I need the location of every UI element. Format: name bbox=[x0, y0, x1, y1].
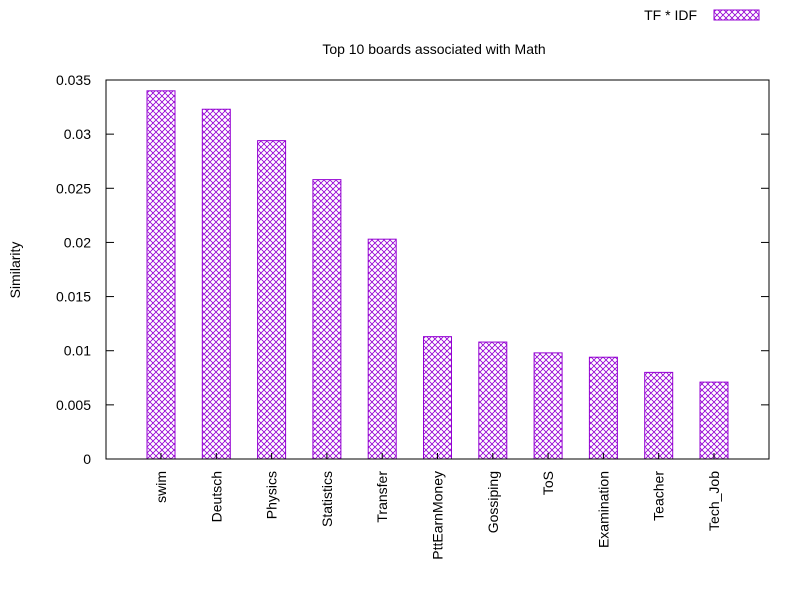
bar-tech-job bbox=[699, 381, 729, 460]
y-tick-label: 0.025 bbox=[56, 180, 91, 196]
y-tick-label: 0.03 bbox=[64, 126, 91, 142]
x-tick-label: Tech_Job bbox=[706, 471, 722, 531]
x-tick-label: Examination bbox=[595, 471, 611, 548]
bar-teacher bbox=[644, 371, 674, 460]
y-tick-label: 0.015 bbox=[56, 289, 91, 305]
legend-swatch bbox=[713, 9, 760, 21]
x-tick-label: PttEarnMoney bbox=[430, 471, 446, 560]
x-tick-label: Gossiping bbox=[485, 471, 501, 533]
y-axis-ticks: 0 0.005 0.01 0.015 0.02 0.025 0.03 0.035 bbox=[56, 72, 769, 467]
x-tick-label: Teacher bbox=[651, 471, 667, 521]
bar-examination bbox=[588, 356, 618, 460]
x-tick-label: Transfer bbox=[374, 471, 390, 523]
x-tick-label: Statistics bbox=[319, 471, 335, 527]
bar-transfer bbox=[367, 238, 397, 460]
y-tick-label: 0 bbox=[83, 451, 91, 467]
bar-swim bbox=[146, 90, 176, 460]
bar-deutsch bbox=[201, 108, 231, 460]
bar-gossiping bbox=[478, 341, 508, 460]
y-axis-label: Similarity bbox=[7, 242, 23, 299]
legend-label: TF * IDF bbox=[644, 7, 697, 23]
y-tick-label: 0.02 bbox=[64, 234, 91, 250]
y-tick-label: 0.005 bbox=[56, 397, 91, 413]
bars bbox=[146, 90, 729, 460]
x-tick-label: Physics bbox=[264, 471, 280, 519]
bar-tos bbox=[533, 352, 563, 460]
y-tick-label: 0.01 bbox=[64, 343, 91, 359]
y-tick-label: 0.035 bbox=[56, 72, 91, 88]
bar-physics bbox=[257, 140, 287, 460]
x-tick-label: ToS bbox=[540, 471, 556, 495]
bar-pttearnmoney bbox=[423, 336, 452, 460]
x-tick-label: Deutsch bbox=[208, 471, 224, 522]
x-tick-label: swim bbox=[153, 471, 169, 503]
bar-statistics bbox=[312, 179, 342, 460]
x-axis-labels: swim Deutsch Physics Statistics Transfer PttE… bbox=[153, 453, 722, 560]
chart-title: Top 10 boards associated with Math bbox=[322, 41, 545, 57]
plot-frame bbox=[105, 79, 770, 460]
legend: TF * IDF bbox=[644, 7, 760, 23]
